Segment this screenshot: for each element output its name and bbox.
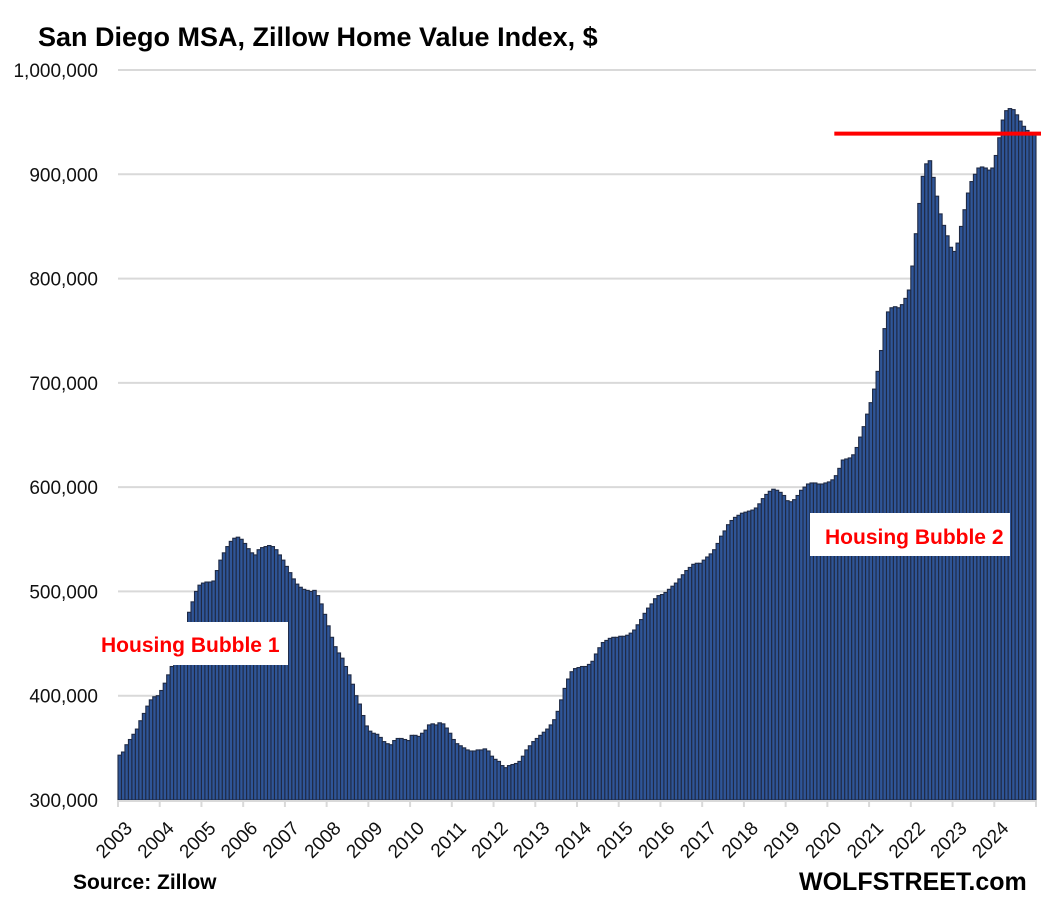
source-label: Source: Zillow bbox=[73, 871, 217, 894]
y-tick-label: 600,000 bbox=[29, 478, 98, 499]
annotation-box bbox=[93, 622, 288, 665]
y-tick-label: 1,000,000 bbox=[13, 61, 98, 82]
annotation-text: Housing Bubble 2 bbox=[825, 526, 1004, 549]
x-tick-label: 2015 bbox=[593, 818, 638, 863]
x-tick-label: 2019 bbox=[760, 818, 805, 863]
x-tick-label: 2024 bbox=[968, 818, 1013, 863]
y-tick-label: 300,000 bbox=[29, 791, 98, 812]
x-tick-label: 2017 bbox=[676, 818, 721, 863]
chart-title: San Diego MSA, Zillow Home Value Index, … bbox=[38, 22, 598, 52]
x-tick-label: 2011 bbox=[427, 818, 471, 862]
x-tick-label: 2022 bbox=[885, 818, 930, 863]
x-tick-label: 2005 bbox=[176, 818, 221, 863]
x-tick-label: 2013 bbox=[509, 818, 554, 863]
bars bbox=[117, 108, 1037, 801]
bar bbox=[1031, 133, 1037, 801]
annotation-housing-bubble-1: Housing Bubble 1 bbox=[93, 622, 288, 665]
x-tick-label: 2010 bbox=[384, 818, 429, 863]
x-tick-label: 2023 bbox=[927, 818, 972, 863]
annotation-box bbox=[810, 513, 1010, 556]
x-axis-ticks: 2003200420052006200720082009201020112012… bbox=[92, 800, 1037, 863]
y-tick-label: 700,000 bbox=[29, 374, 98, 395]
y-tick-label: 800,000 bbox=[29, 270, 98, 291]
annotation-housing-bubble-2: Housing Bubble 2 bbox=[810, 513, 1010, 556]
x-tick-label: 2006 bbox=[217, 818, 262, 863]
x-tick-label: 2012 bbox=[468, 818, 513, 863]
x-tick-label: 2018 bbox=[718, 818, 763, 863]
x-tick-label: 2003 bbox=[92, 818, 137, 863]
annotation-text: Housing Bubble 1 bbox=[101, 634, 280, 657]
x-tick-label: 2016 bbox=[635, 818, 680, 863]
x-tick-label: 2014 bbox=[551, 818, 596, 863]
y-tick-label: 500,000 bbox=[29, 582, 98, 603]
y-tick-label: 400,000 bbox=[29, 687, 98, 708]
x-tick-label: 2009 bbox=[343, 818, 388, 863]
brand-label: WOLFSTREET.com bbox=[799, 868, 1027, 896]
x-tick-label: 2004 bbox=[134, 818, 179, 863]
x-tick-label: 2007 bbox=[259, 818, 304, 863]
x-tick-label: 2020 bbox=[802, 818, 847, 863]
y-tick-label: 900,000 bbox=[29, 165, 98, 186]
x-tick-label: 2021 bbox=[843, 818, 888, 863]
y-axis-ticks: 300,000 400,000 500,000 600,000 700,000 800,0… bbox=[13, 61, 98, 812]
x-tick-label: 2008 bbox=[301, 818, 346, 863]
